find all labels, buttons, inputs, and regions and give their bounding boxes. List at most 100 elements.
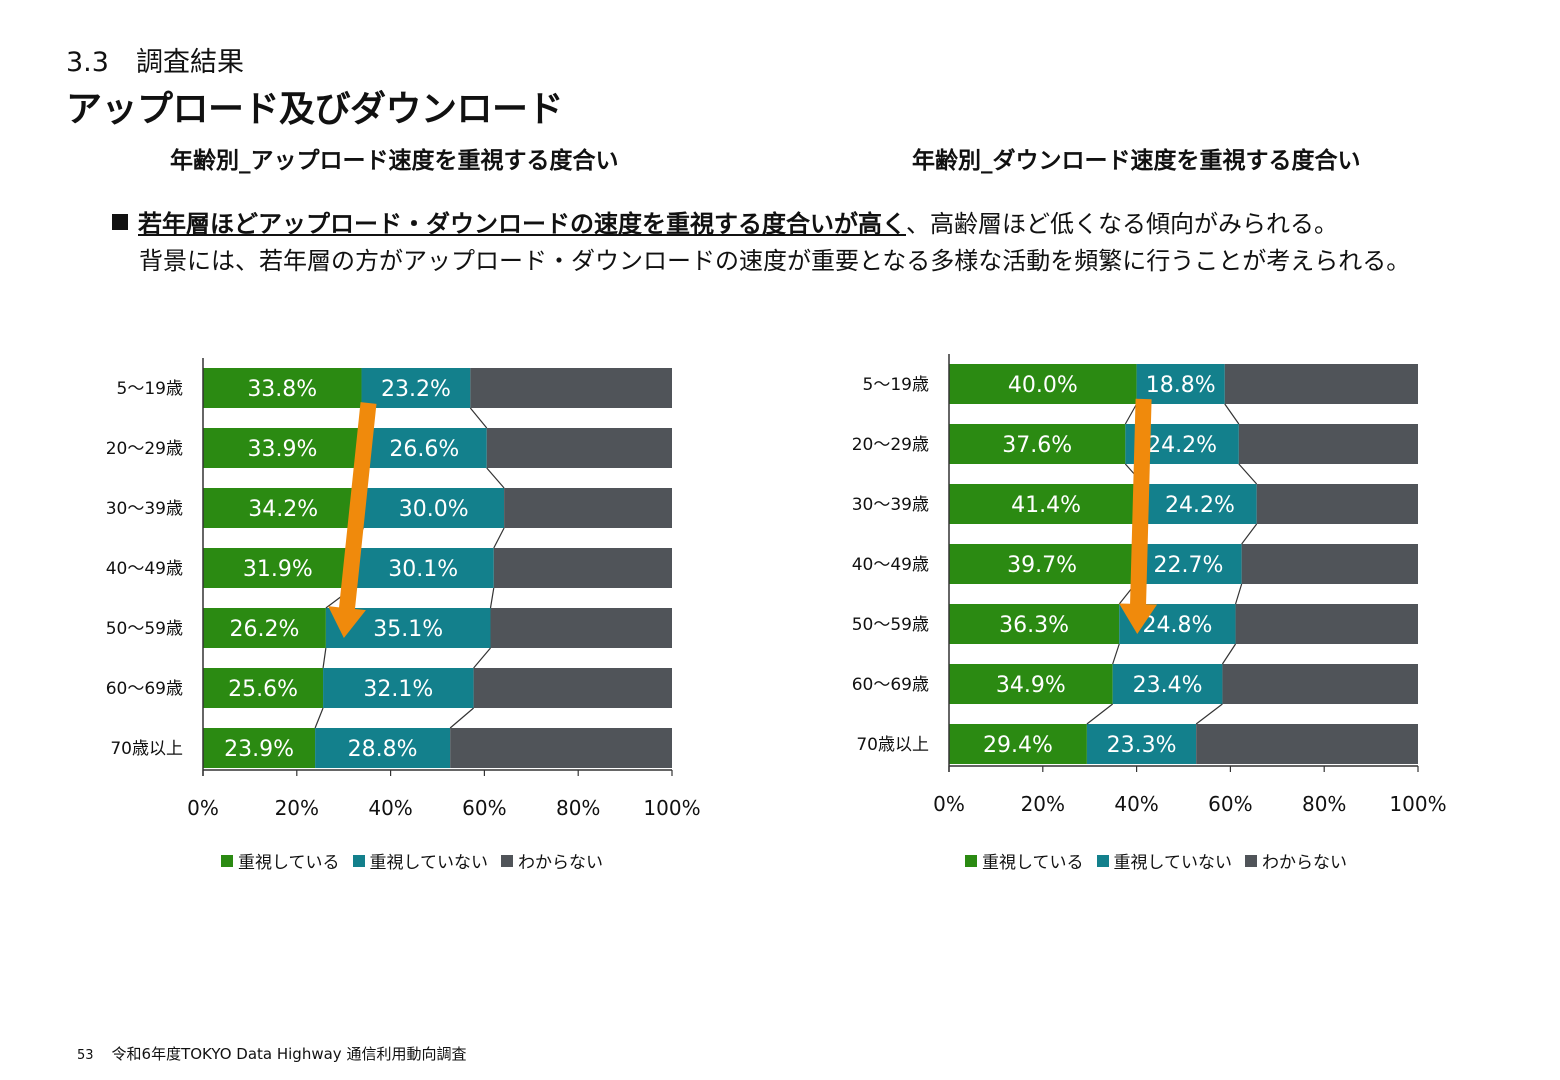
data-label: 23.9% xyxy=(224,737,294,762)
data-label: 23.2% xyxy=(381,377,451,402)
trend-arrow xyxy=(1119,398,1158,634)
legend-swatch-teal xyxy=(1096,854,1109,867)
bar-segment xyxy=(203,728,316,768)
data-label: 24.2% xyxy=(1147,433,1217,458)
bar-segment xyxy=(949,544,1136,584)
series-line xyxy=(1221,643,1237,665)
bar-segment xyxy=(473,668,672,708)
summary-line-2: 背景には、若年層の方がアップロード・ダウンロードの速度が重要となる多様な活動を頻… xyxy=(139,247,1411,275)
bar-segment xyxy=(352,548,494,588)
legend-swatch-gray xyxy=(501,854,513,867)
data-label: 24.2% xyxy=(1165,493,1235,518)
page-number: 53 xyxy=(77,1048,94,1063)
data-label: 23.4% xyxy=(1133,673,1203,698)
series-line xyxy=(473,647,491,669)
bar-segment xyxy=(949,364,1137,404)
data-label: 31.9% xyxy=(243,557,313,582)
data-label: 36.3% xyxy=(999,613,1069,638)
bar-segment xyxy=(1256,484,1418,524)
legend-item-not-important: 重視していない xyxy=(1096,848,1232,873)
data-label: 30.1% xyxy=(388,557,458,582)
bar-segment xyxy=(1224,364,1418,404)
data-label: 22.7% xyxy=(1153,553,1223,578)
bar-segment xyxy=(493,548,672,588)
series-line xyxy=(469,407,488,429)
bar-segment xyxy=(504,488,672,528)
bar-segment xyxy=(1196,724,1418,764)
data-label: 33.8% xyxy=(247,377,317,402)
bar-segment xyxy=(361,368,471,408)
summary-highlight: 若年層ほどアップロード・ダウンロードの速度を重視する度合いが高く xyxy=(138,210,906,238)
legend-swatch-teal xyxy=(352,854,365,867)
bar-segment xyxy=(203,428,362,468)
data-label: 29.4% xyxy=(983,733,1053,758)
data-label: 34.9% xyxy=(996,673,1066,698)
data-label: 34.2% xyxy=(248,497,318,522)
category-label: 70歳以上 xyxy=(110,739,183,759)
bar-segment xyxy=(1241,544,1418,584)
data-label: 24.8% xyxy=(1142,613,1212,638)
bar-segment xyxy=(490,608,672,648)
legend-item-unknown: わからない xyxy=(501,848,603,873)
upload-chart: 33.8% 23.2% 5～19歳 33.9% 26.6% 20～29歳 34.2% 30.0… xyxy=(106,358,701,820)
summary-line1-rest: 、高齢層ほど低くなる傾向がみられる。 xyxy=(906,210,1338,238)
legend-upload: 重視している 重視していない わからない xyxy=(221,848,616,873)
series-line xyxy=(1086,703,1114,725)
x-tick-label: 80% xyxy=(1302,792,1346,816)
series-line xyxy=(489,587,495,609)
data-label: 26.6% xyxy=(389,437,459,462)
trend-arrow xyxy=(328,402,377,638)
category-label: 50～59歳 xyxy=(852,615,929,635)
category-label: 50～59歳 xyxy=(106,619,183,639)
bar-segment xyxy=(203,488,364,528)
bar-segment xyxy=(949,484,1144,524)
bar-segment xyxy=(949,664,1113,704)
legend-item-important: 重視している xyxy=(965,848,1084,873)
data-label: 25.6% xyxy=(228,677,298,702)
bar-segment xyxy=(450,728,672,768)
bar-segment xyxy=(203,668,324,708)
bar-segment xyxy=(1235,604,1418,644)
x-tick-label: 0% xyxy=(187,796,219,820)
category-label: 20～29歳 xyxy=(852,435,929,455)
chart-title-upload: 年齢別_アップロード速度を重視する度合い xyxy=(170,148,619,174)
bar-segment xyxy=(949,724,1087,764)
bar-segment xyxy=(949,424,1126,464)
legend-swatch-gray xyxy=(1245,854,1257,867)
data-label: 18.8% xyxy=(1146,373,1216,398)
series-line xyxy=(314,707,324,729)
category-label: 5～19歳 xyxy=(863,375,929,395)
bar-segment xyxy=(323,668,474,708)
download-chart: 40.0% 18.8% 5～19歳 37.6% 24.2% 20～29歳 41.4% 24.2… xyxy=(852,354,1447,816)
series-line xyxy=(449,707,475,729)
bar-segment xyxy=(315,728,451,768)
legend-download: 重視している 重視していない わからない xyxy=(965,848,1360,873)
chart-title-download: 年齢別_ダウンロード速度を重視する度合い xyxy=(912,148,1361,174)
bar-segment xyxy=(363,488,505,528)
category-label: 70歳以上 xyxy=(856,735,929,755)
bar-segment xyxy=(1112,664,1223,704)
legend-item-unknown: わからない xyxy=(1245,848,1347,873)
series-line xyxy=(1234,583,1243,605)
x-tick-label: 60% xyxy=(462,796,506,820)
category-label: 30～39歳 xyxy=(852,495,929,515)
x-tick-label: 40% xyxy=(1114,792,1158,816)
series-line xyxy=(322,647,327,669)
series-line xyxy=(1238,463,1258,485)
series-line xyxy=(486,467,505,489)
category-label: 30～39歳 xyxy=(106,499,183,519)
bar-segment xyxy=(203,548,353,588)
page-title: アップロード及びダウンロード xyxy=(66,89,564,130)
legend-item-important: 重視している xyxy=(221,848,340,873)
legend-swatch-green xyxy=(221,854,233,867)
bar-segment xyxy=(470,368,672,408)
bar-segment xyxy=(361,428,487,468)
bar-segment xyxy=(1086,724,1197,764)
category-label: 40～49歳 xyxy=(106,559,183,579)
category-label: 40～49歳 xyxy=(852,555,929,575)
series-line xyxy=(1224,403,1240,425)
x-tick-label: 20% xyxy=(1021,792,1065,816)
data-label: 35.1% xyxy=(373,617,443,642)
series-line xyxy=(1124,403,1138,425)
